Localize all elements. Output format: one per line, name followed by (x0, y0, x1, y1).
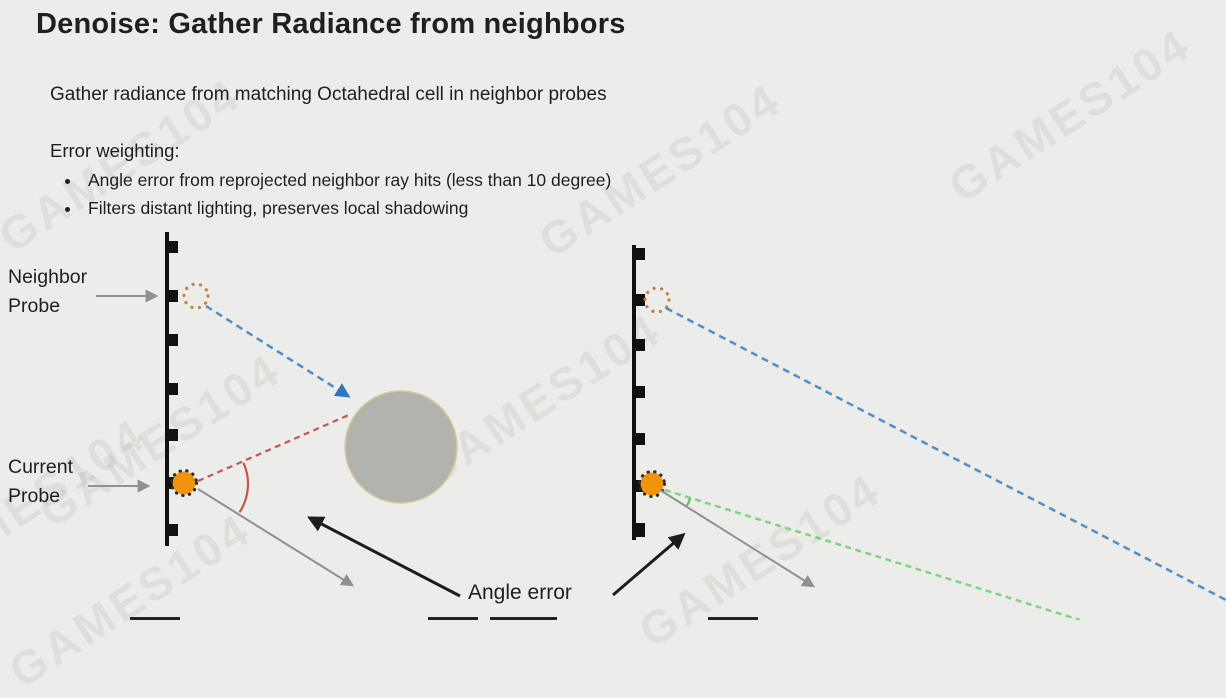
error-weighting-list: Angle error from reprojected neighbor ra… (58, 170, 611, 226)
current-probe-label: Current Probe (8, 456, 74, 507)
probe-diagram (88, 232, 1226, 620)
neighbor-probe-ring-left (182, 282, 210, 310)
gray-ray-left (197, 488, 355, 587)
red-ray-left (197, 412, 352, 483)
left-diagram (165, 232, 458, 587)
error-weighting-bullet: Angle error from reprojected neighbor ra… (82, 170, 611, 191)
bottom-crop-marks (130, 617, 758, 620)
green-ray-right (664, 488, 1081, 620)
blue-ray-left (205, 304, 351, 398)
angle-error-label: Angle error (468, 581, 572, 604)
slide-title: Denoise: Gather Radiance from neighbors (36, 8, 626, 40)
angle-arc-right (685, 497, 692, 508)
right-wall-probe-squares (633, 248, 645, 537)
right-diagram (632, 245, 1226, 620)
gray-ray-right (659, 489, 816, 588)
angle-error-arrow-right (612, 532, 686, 597)
angle-arc-left (238, 462, 250, 513)
error-weighting-heading: Error weighting: (50, 140, 180, 161)
angle-error-arrow-left (307, 516, 461, 598)
current-probe-left (170, 469, 198, 497)
error-weighting-bullet: Filters distant lighting, preserves loca… (82, 198, 611, 219)
current-probe-right (638, 470, 666, 498)
neighbor-probe-label: Neighbor Probe (8, 266, 88, 317)
occluder-circle (344, 390, 458, 504)
slide-subtitle: Gather radiance from matching Octahedral… (50, 84, 607, 105)
blue-ray-right (665, 306, 1226, 602)
neighbor-probe-ring-right (643, 286, 671, 314)
